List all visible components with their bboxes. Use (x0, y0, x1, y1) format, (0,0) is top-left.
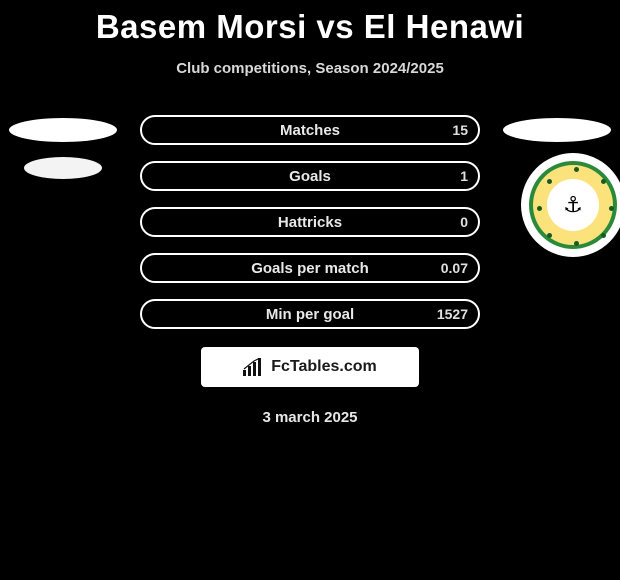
stat-label: Hattricks (140, 207, 480, 237)
stat-right-value: 1 (460, 161, 468, 191)
brand-text: FcTables.com (271, 358, 377, 376)
left-player-avatar (8, 105, 118, 155)
stat-right-value: 15 (452, 115, 468, 145)
stat-label: Goals (140, 161, 480, 191)
right-club-emblem: ⚓︎ (521, 153, 620, 257)
stat-label: Matches (140, 115, 480, 145)
left-player-placeholder (8, 157, 118, 207)
stat-row: Min per goal 1527 (140, 299, 480, 329)
date-label: 3 march 2025 (0, 409, 620, 426)
stat-row: Hattricks 0 (140, 207, 480, 237)
stat-right-value: 0 (460, 207, 468, 237)
stat-row: ⚓︎ Goals 1 (140, 161, 480, 191)
stat-right-value: 0.07 (441, 253, 468, 283)
right-player-avatar (502, 105, 612, 155)
bar-chart-icon (243, 358, 265, 376)
avatar-placeholder-icon (24, 157, 102, 179)
stats-container: Matches 15 ⚓ (0, 115, 620, 329)
subtitle: Club competitions, Season 2024/2025 (0, 60, 620, 77)
stat-label: Min per goal (140, 299, 480, 329)
brand-badge: FcTables.com (201, 347, 419, 387)
stat-row: Matches 15 (140, 115, 480, 145)
stat-right-value: 1527 (437, 299, 468, 329)
avatar-placeholder-icon (9, 118, 117, 142)
stat-label: Goals per match (140, 253, 480, 283)
stat-row: Goals per match 0.07 (140, 253, 480, 283)
avatar-placeholder-icon (503, 118, 611, 142)
page-title: Basem Morsi vs El Henawi (0, 0, 620, 46)
